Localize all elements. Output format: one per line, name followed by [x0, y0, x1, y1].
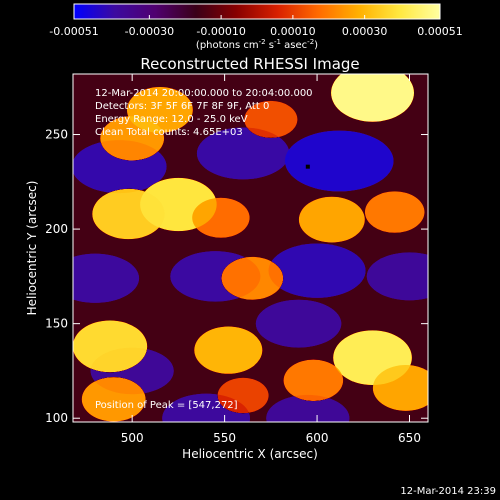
plot-frame	[72, 73, 429, 423]
heatmap-image	[73, 74, 428, 422]
absorption-region	[284, 130, 394, 192]
colorbar-tick-label: -0.00010	[196, 25, 245, 38]
emission-region	[298, 196, 365, 243]
colorbar-ticks	[73, 15, 441, 19]
x-tick-label: 550	[213, 431, 236, 445]
peak-marker	[305, 164, 310, 169]
chart-title: Reconstructed RHESSI Image	[140, 55, 359, 73]
absorption-region	[196, 127, 290, 180]
peak-position-label: Position of Peak = [547,272]	[95, 400, 238, 411]
emission-region	[194, 326, 263, 374]
emission-region	[364, 191, 425, 233]
absorption-region	[366, 252, 428, 301]
emission-region	[217, 377, 269, 414]
colorbar-gradient	[73, 3, 441, 20]
absorption-region	[255, 299, 342, 348]
emission-region	[73, 320, 148, 373]
colorbar-tick-label: -0.00051	[49, 25, 98, 38]
y-tick-label: 100	[45, 411, 68, 425]
emission-region	[221, 256, 284, 300]
y-tick-label: 150	[45, 317, 68, 331]
x-axis-ticks	[131, 74, 411, 422]
x-axis-label: Heliocentric X (arcsec)	[182, 447, 318, 461]
colorbar-unit-label: (photons cm-2 s-1 asec-2)	[196, 38, 318, 51]
emission-region	[283, 359, 344, 402]
colorbar-tick-labels: -0.00051 -0.00030 -0.00010 0.00010 0.00030 0.…	[49, 25, 462, 38]
emission-region	[244, 100, 298, 138]
colorbar-tick-label: 0.00010	[270, 25, 316, 38]
y-tick-label: 200	[45, 222, 68, 236]
info-detectors: Detectors: 3F 5F 6F 7F 8F 9F, Att 0	[95, 101, 269, 112]
plot-axes: 500 550 600 650 100 150 200 250	[45, 73, 429, 445]
colorbar-tick-label: 0.00030	[342, 25, 388, 38]
x-tick-label: 500	[121, 431, 144, 445]
y-axis-label: Heliocentric Y (arcsec)	[25, 181, 39, 316]
absorption-region	[268, 243, 366, 298]
colorbar-tick-label: 0.00051	[417, 25, 463, 38]
y-axis-ticks	[73, 134, 428, 419]
absorption-region	[266, 394, 350, 422]
info-time-range: 12-Mar-2014 20:00:00.000 to 20:04:00.000	[95, 88, 313, 99]
colorbar: -0.00051 -0.00030 -0.00010 0.00010 0.00030 0.…	[49, 3, 463, 51]
emission-region	[81, 377, 146, 422]
absorption-region	[73, 253, 140, 303]
y-tick-label: 250	[45, 128, 68, 142]
info-energy-range: Energy Range: 12.0 - 25.0 keV	[95, 114, 248, 125]
emission-region	[92, 188, 165, 240]
x-tick-label: 600	[306, 431, 329, 445]
emission-region	[372, 365, 428, 411]
timestamp: 12-Mar-2014 23:39	[400, 486, 496, 497]
y-axis-tick-labels: 100 150 200 250	[45, 128, 68, 426]
info-clean-counts: Clean Total counts: 4.65E+03	[95, 127, 243, 138]
x-tick-label: 650	[398, 431, 421, 445]
emission-region	[100, 116, 165, 161]
colorbar-tick-label: -0.00030	[125, 25, 174, 38]
info-overlay: 12-Mar-2014 20:00:00.000 to 20:04:00.000…	[95, 88, 313, 411]
emission-region	[331, 74, 414, 122]
emission-region	[192, 197, 250, 238]
x-axis-tick-labels: 500 550 600 650	[121, 431, 421, 445]
